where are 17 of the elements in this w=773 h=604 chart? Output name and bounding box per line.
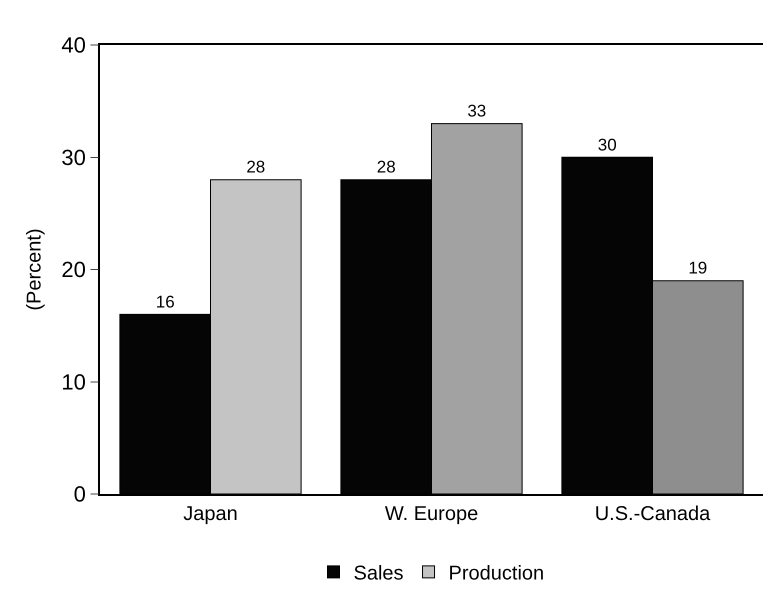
- legend-label: Sales: [354, 562, 404, 585]
- x-tick-label: U.S.-Canada: [594, 502, 712, 525]
- y-axis-title: (Percent): [23, 228, 46, 311]
- y-tick-label: 20: [61, 257, 86, 282]
- x-tick-label: W. Europe: [384, 502, 478, 525]
- y-tick-label: 40: [61, 32, 86, 58]
- data-label: 19: [688, 258, 708, 278]
- legend-label: Production: [448, 562, 544, 585]
- y-tick-label: 30: [61, 144, 86, 170]
- data-label: 28: [246, 158, 266, 177]
- data-label: 30: [598, 135, 617, 154]
- data-label: 33: [467, 102, 486, 121]
- data-label: 16: [156, 292, 175, 312]
- y-tick-label: 10: [61, 369, 86, 394]
- data-label: 28: [376, 158, 396, 177]
- x-tick-label: Japan: [183, 502, 238, 525]
- y-tick-label: 0: [74, 482, 86, 507]
